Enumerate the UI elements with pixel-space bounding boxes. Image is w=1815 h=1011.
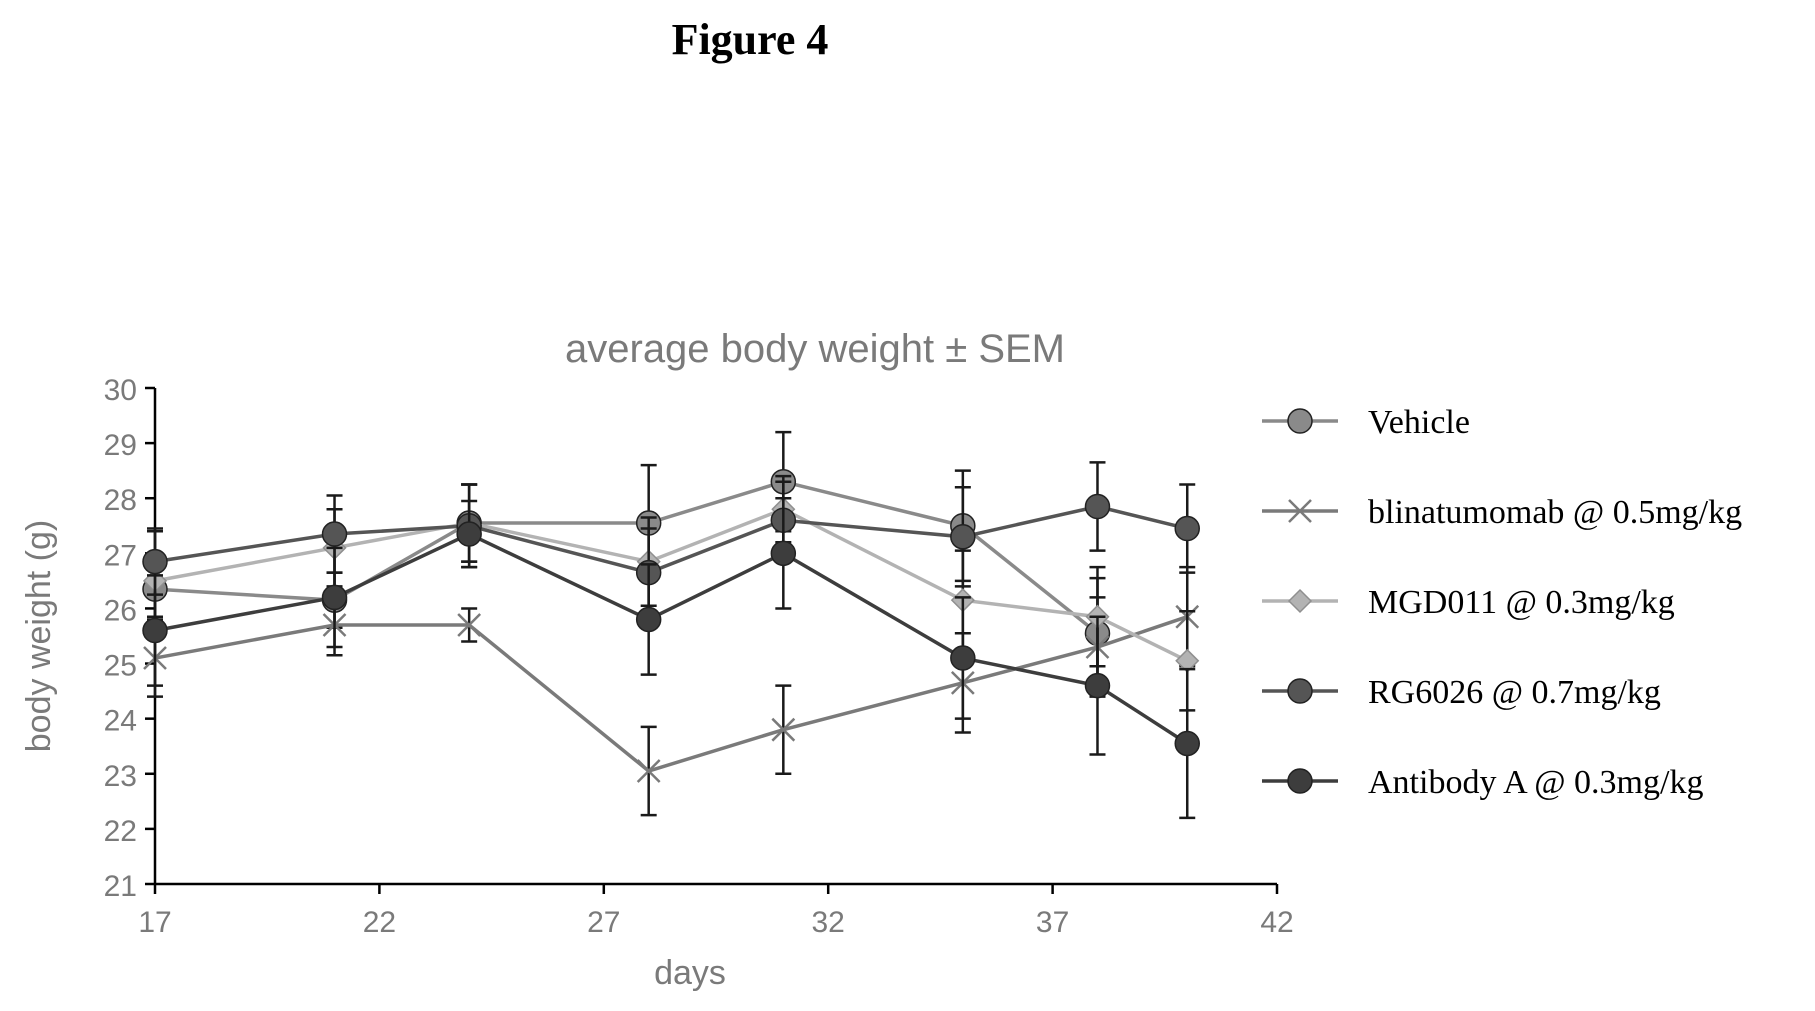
data-point [1287,588,1313,614]
data-point [321,521,348,547]
legend-item: RG6026 @ 0.7mg/kg [1262,674,1661,711]
legend-label: Antibody A @ 0.3mg/kg [1368,764,1703,801]
x-tick-label: 42 [1260,906,1293,939]
series-group [142,430,1200,820]
data-point [1084,672,1111,699]
data-point [1287,768,1313,794]
y-tick-label: 27 [104,539,137,572]
figure-label: Figure 4 [671,15,829,64]
legend-label: RG6026 @ 0.7mg/kg [1368,674,1661,711]
data-point [635,606,662,633]
data-point [950,524,976,550]
legend-item: Vehicle [1262,404,1470,441]
data-point [457,613,482,637]
y-tick-label: 28 [104,484,137,517]
series-line [154,504,1188,575]
legend-item: Antibody A @ 0.3mg/kg [1262,764,1703,801]
series-3 [142,461,1200,618]
data-point [1174,730,1200,757]
y-tick-label: 22 [104,815,137,848]
axis-ticks: 21 22 23 24 25 26 27 28 29 30 17 22 27 32 37 42 [104,374,1294,939]
y-tick-label: 23 [104,760,137,793]
chart-title: average body weight ± SEM [565,327,1065,371]
data-point [1084,493,1111,520]
data-point [456,521,482,547]
series-4 [142,496,1200,820]
x-tick-label: 27 [587,906,620,939]
legend-item: MGD011 @ 0.3mg/kg [1262,584,1675,621]
y-tick-label: 30 [104,374,137,407]
data-point [771,717,796,742]
series-line [154,507,1189,663]
legend-label: MGD011 @ 0.3mg/kg [1368,584,1675,621]
y-tick-label: 21 [104,870,137,903]
data-point [142,617,168,644]
data-point [1288,499,1312,523]
data-point [636,759,661,783]
legend: Vehicle blinatumomab @ 0.5mg/kg MGD011 @ 0… [1262,404,1742,801]
data-point [770,540,797,567]
data-point [1287,408,1313,434]
x-tick-label: 17 [138,906,171,939]
data-point [321,584,348,611]
data-point [142,548,168,575]
legend-label: Vehicle [1368,404,1470,441]
legend-label: blinatumomab @ 0.5mg/kg [1368,494,1742,531]
legend-item: blinatumomab @ 0.5mg/kg [1262,494,1742,531]
series-line [154,532,1189,745]
y-tick-label: 26 [104,594,137,627]
data-point [1174,515,1200,542]
x-axis-label: days [654,954,726,992]
data-point [1287,678,1313,704]
x-tick-label: 37 [1036,906,1069,939]
series-line [154,615,1188,773]
x-tick-label: 22 [363,906,396,939]
y-tick-label: 25 [104,650,137,683]
data-point [950,645,976,671]
x-tick-label: 32 [812,906,845,939]
y-tick-label: 29 [104,429,137,462]
y-axis-label: body weight (g) [20,520,58,752]
y-tick-label: 24 [104,705,137,738]
